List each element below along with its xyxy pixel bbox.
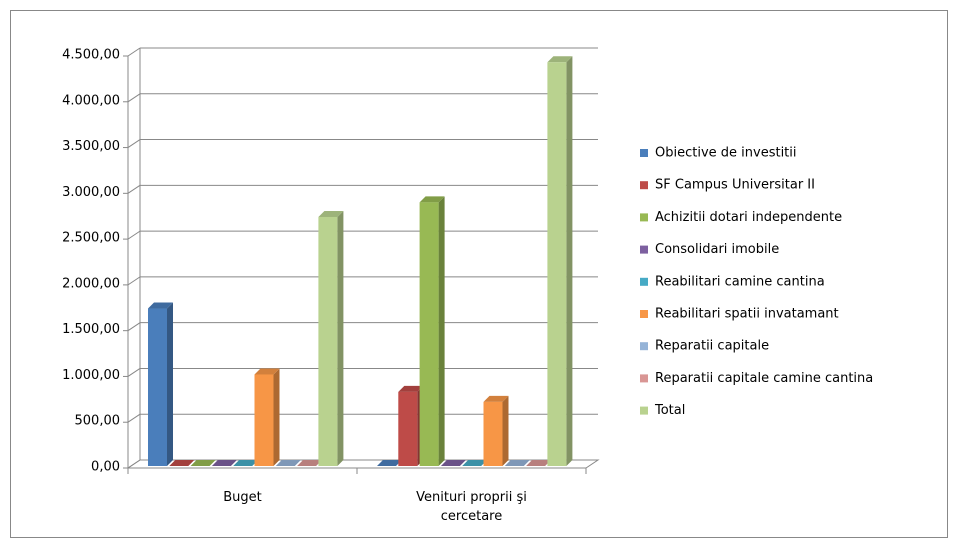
bar <box>419 202 439 466</box>
legend-label: SF Campus Universitar II <box>655 178 815 193</box>
y-tick-label: 3.500,00 <box>62 139 120 154</box>
legend-label: Reparatii capitale camine cantina <box>655 371 873 386</box>
legend-swatch <box>640 213 648 222</box>
bar <box>483 401 503 466</box>
bar <box>318 216 338 466</box>
y-tick-label: 0,00 <box>91 460 120 475</box>
grid-depth <box>127 276 141 286</box>
bar-top <box>254 368 280 375</box>
legend-label: Total <box>654 403 685 418</box>
bar-top <box>504 460 530 466</box>
bar-side <box>273 368 280 466</box>
y-tick-label: 4.500,00 <box>62 48 120 63</box>
y-tick-label: 1.500,00 <box>62 322 120 337</box>
x-tick-label: Venituri proprii şi cercetare <box>416 490 527 524</box>
bar-top <box>211 460 237 466</box>
legend-swatch <box>640 245 648 254</box>
bar-top <box>275 460 301 466</box>
grid-depth <box>127 413 141 423</box>
y-tick-label: 1.000,00 <box>62 368 120 383</box>
bar-top <box>462 460 488 466</box>
legend-swatch <box>640 374 648 383</box>
legend-label: Achizitii dotari independente <box>655 210 842 225</box>
bar-top <box>440 460 466 466</box>
bar-top <box>398 385 424 392</box>
bar-top <box>233 460 259 466</box>
legend-swatch <box>640 181 648 190</box>
grid-depth <box>127 93 141 103</box>
legend-label: Reabilitari spatii invatamant <box>655 307 839 322</box>
legend-swatch <box>640 149 648 157</box>
bar-top <box>547 56 573 63</box>
grid-depth <box>127 322 141 332</box>
legend-label: Reabilitari camine cantina <box>655 274 825 289</box>
bar-top <box>526 460 552 466</box>
bar-top <box>190 460 216 466</box>
legend-label: Consolidari imobile <box>655 242 779 257</box>
bar-top <box>419 196 445 203</box>
y-tick-label: 4.000,00 <box>62 93 120 108</box>
y-tick-label: 3.000,00 <box>62 185 120 200</box>
x-tick-label: Buget <box>223 490 262 505</box>
bar <box>398 391 418 466</box>
bar-side <box>566 56 573 467</box>
grid-depth <box>127 47 141 57</box>
legend-label: Reparatii capitale <box>655 339 769 354</box>
grid-depth <box>127 139 141 148</box>
bar-top <box>148 302 173 309</box>
bar <box>254 374 274 466</box>
legend-swatch <box>640 310 648 318</box>
bar-top <box>377 460 402 466</box>
legend-swatch <box>640 342 648 351</box>
y-tick-label: 2.000,00 <box>62 276 120 291</box>
bar-top <box>483 395 509 402</box>
bar-side <box>502 395 509 466</box>
bar <box>547 62 567 467</box>
bar-side <box>167 302 173 466</box>
bar-top <box>297 460 323 466</box>
bar-side <box>337 210 344 466</box>
y-tick-label: 500,00 <box>75 414 121 429</box>
bar-top <box>318 210 344 217</box>
bar-side <box>438 196 445 466</box>
legend-swatch <box>640 406 648 415</box>
grid-depth <box>127 230 141 240</box>
legend-label: Obiective de investitii <box>655 146 797 161</box>
grid-depth <box>127 368 141 377</box>
y-tick-label: 2.500,00 <box>62 231 120 246</box>
bar-top <box>169 460 195 466</box>
bar <box>148 308 167 466</box>
grid-depth <box>127 184 141 194</box>
legend-swatch <box>640 277 648 286</box>
